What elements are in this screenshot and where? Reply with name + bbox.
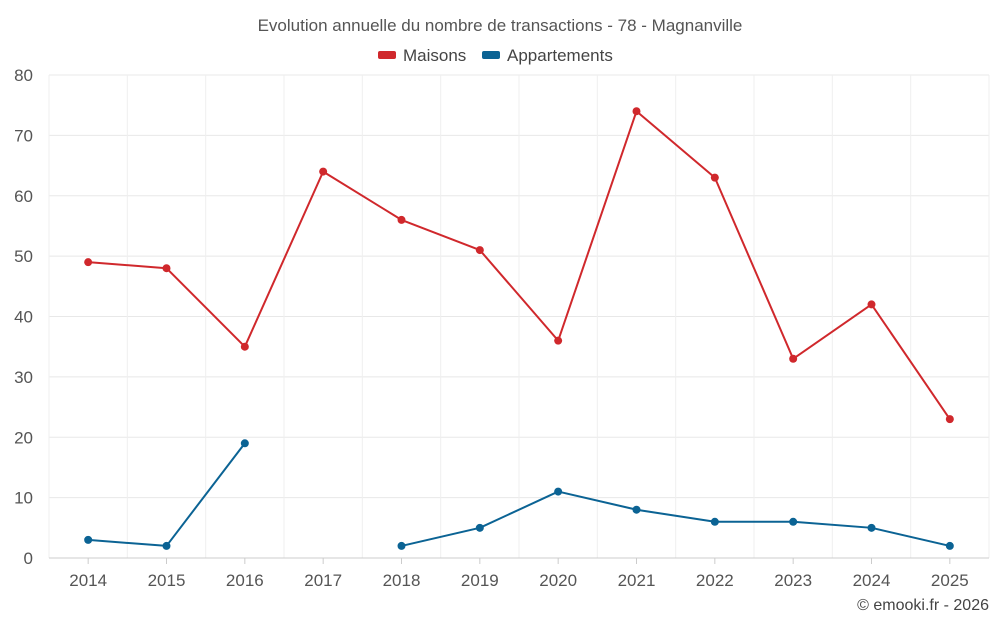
series-line-maisons [88, 110, 951, 420]
y-tick-label: 80 [14, 66, 33, 85]
y-tick-label: 10 [14, 489, 33, 508]
chart-credit: © emooki.fr - 2026 [857, 597, 989, 614]
data-point-appartements-2018[interactable] [397, 541, 406, 550]
series-maisons [84, 107, 954, 424]
y-tick-label: 60 [14, 187, 33, 206]
axes: 0 10 20 30 40 50 60 70 80 2014 2015 2016 2017 2018 201… [14, 66, 989, 590]
series-appartements [84, 439, 954, 550]
legend-item-maisons[interactable]: Maisons [378, 46, 466, 65]
x-tick-label: 2020 [539, 571, 577, 590]
legend-label-appartements: Appartements [507, 46, 613, 65]
x-tick-label: 2024 [853, 571, 891, 590]
data-point-maisons-2015[interactable] [162, 264, 171, 273]
y-tick-label: 20 [14, 428, 33, 447]
y-tick-label: 30 [14, 368, 33, 387]
legend: Maisons Appartements [378, 46, 613, 65]
data-point-appartements-2023[interactable] [789, 517, 798, 526]
x-tick-label: 2019 [461, 571, 499, 590]
data-point-maisons-2021[interactable] [632, 107, 641, 116]
data-point-appartements-2016[interactable] [240, 439, 249, 448]
series-line-appartements [88, 442, 246, 547]
data-point-maisons-2022[interactable] [710, 173, 719, 182]
data-point-appartements-2025[interactable] [945, 541, 954, 550]
legend-swatch-maisons [378, 51, 396, 59]
y-tick-label: 70 [14, 126, 33, 145]
series-line-appartements [401, 490, 951, 547]
y-tick-label: 50 [14, 247, 33, 266]
x-tick-label: 2014 [69, 571, 107, 590]
series-layer [84, 107, 954, 550]
legend-swatch-appartements [482, 51, 500, 59]
x-tick-label: 2025 [931, 571, 969, 590]
data-point-maisons-2016[interactable] [240, 342, 249, 351]
data-point-maisons-2019[interactable] [475, 246, 484, 255]
legend-item-appartements[interactable]: Appartements [482, 46, 613, 65]
data-point-maisons-2014[interactable] [84, 258, 93, 267]
data-point-maisons-2017[interactable] [319, 167, 328, 176]
chart-title: Evolution annuelle du nombre de transact… [258, 16, 743, 35]
y-tick-label: 40 [14, 308, 33, 327]
y-tick-label: 0 [24, 549, 33, 568]
x-tick-label: 2015 [148, 571, 186, 590]
data-point-maisons-2024[interactable] [867, 300, 876, 309]
data-point-appartements-2024[interactable] [867, 523, 876, 532]
x-tick-label: 2021 [618, 571, 656, 590]
data-point-appartements-2015[interactable] [162, 541, 171, 550]
data-point-maisons-2018[interactable] [397, 215, 406, 224]
x-tick-label: 2022 [696, 571, 734, 590]
data-point-appartements-2021[interactable] [632, 505, 641, 514]
data-point-maisons-2025[interactable] [945, 415, 954, 424]
data-point-appartements-2022[interactable] [710, 517, 719, 526]
data-point-appartements-2019[interactable] [475, 523, 484, 532]
data-point-appartements-2014[interactable] [84, 535, 93, 544]
data-point-appartements-2020[interactable] [554, 487, 563, 496]
data-point-maisons-2020[interactable] [554, 336, 563, 345]
x-tick-label: 2018 [383, 571, 421, 590]
x-tick-label: 2017 [304, 571, 342, 590]
data-point-maisons-2023[interactable] [789, 354, 798, 363]
legend-label-maisons: Maisons [403, 46, 466, 65]
grid [48, 74, 990, 558]
x-tick-label: 2016 [226, 571, 264, 590]
x-tick-label: 2023 [774, 571, 812, 590]
